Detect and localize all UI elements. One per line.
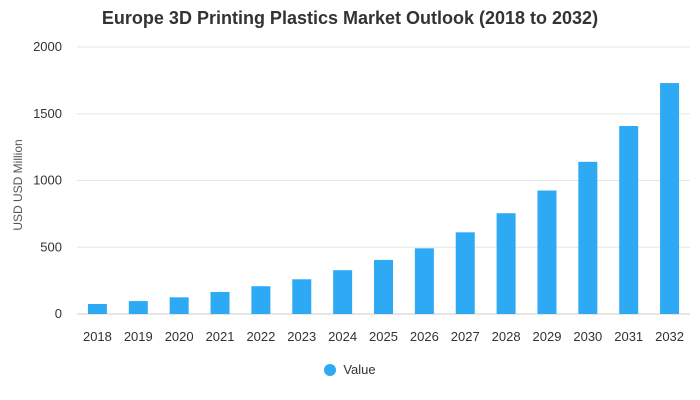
x-tick-label: 2030 [573,329,602,344]
x-tick-label: 2029 [533,329,562,344]
legend-swatch-value [324,363,337,376]
chart-title: Europe 3D Printing Plastics Market Outlo… [101,8,599,28]
x-tick-label: 2023 [287,329,316,344]
bar [251,286,271,314]
x-tick-label: 2019 [124,329,153,344]
bar [537,190,557,314]
bar [128,301,148,314]
bar [374,259,393,314]
x-tick-label: 2032 [655,329,684,344]
y-axis-label: USD USD Million [11,139,25,230]
bar [169,297,189,314]
x-tick-label: 2021 [206,329,235,344]
x-axis-ticks: 2018 2019 2020 2021 2022 2023 2024 2025 2026 2027… [83,329,684,344]
bar [414,248,434,314]
y-tick-label: 0 [55,306,62,321]
bar [660,83,680,314]
x-tick-label: 2031 [614,329,643,344]
bar [87,303,107,314]
bar [210,291,230,314]
bars [87,83,680,314]
bar [455,232,475,314]
y-tick-label: 1000 [33,173,62,188]
y-axis-ticks: 0 500 1000 1500 2000 [33,39,62,321]
x-tick-label: 2018 [83,329,112,344]
x-tick-label: 2025 [369,329,398,344]
legend: Value [0,362,700,377]
bar [292,279,312,314]
x-tick-label: 2022 [246,329,275,344]
y-tick-label: 2000 [33,39,62,54]
x-tick-label: 2027 [451,329,480,344]
x-tick-label: 2028 [492,329,521,344]
bar [496,213,516,314]
y-tick-label: 500 [40,239,62,254]
legend-label-value: Value [343,362,376,377]
bar [619,126,639,314]
x-tick-label: 2026 [410,329,439,344]
x-tick-label: 2020 [165,329,194,344]
bar [333,270,353,314]
bar [578,161,598,314]
x-tick-label: 2024 [328,329,357,344]
y-tick-label: 1500 [33,106,62,121]
